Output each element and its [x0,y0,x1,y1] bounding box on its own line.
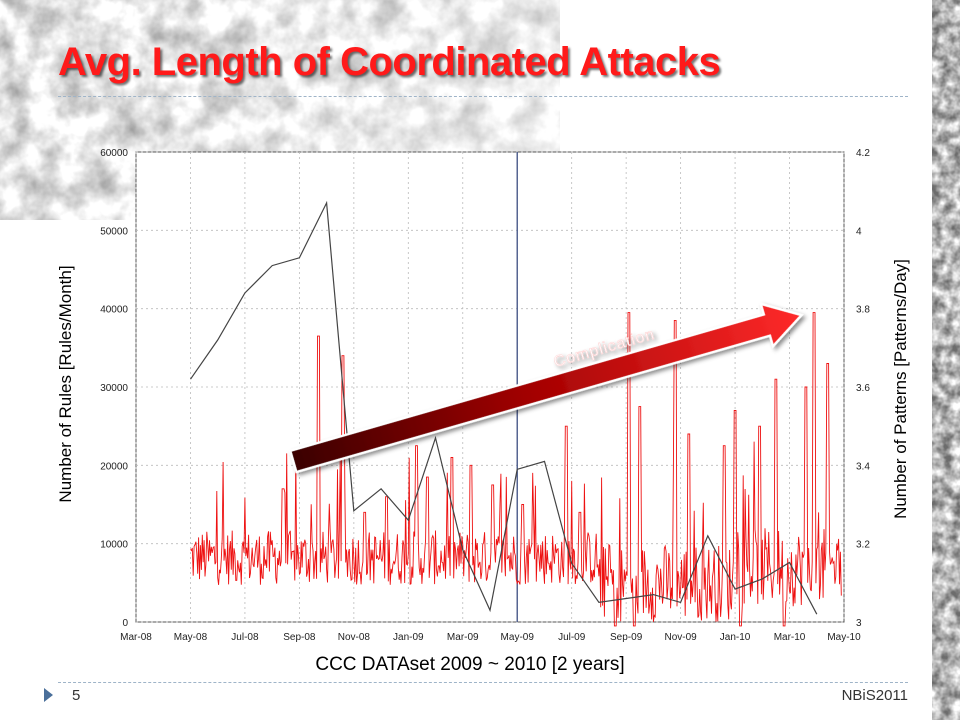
y-right-tick-label: 3.8 [856,305,870,316]
page-number: 5 [72,687,81,704]
x-axis-label: CCC DATAset 2009 ~ 2010 [2 years] [315,654,625,675]
x-tick-label: Jan-10 [720,632,751,643]
x-tick-label: May-10 [827,632,861,643]
x-tick-label: Jan-09 [393,632,424,643]
footer-divider [58,682,908,683]
conference-label: NBiS2011 [841,687,908,704]
y-left-tick-label: 0 [122,618,128,629]
arrow-shape [288,302,804,474]
y-right-tick-label: 3.4 [856,461,870,472]
right-border-texture [930,0,960,720]
series-line-patterns-per-day [190,312,842,627]
y-right-tick-label: 4.2 [856,148,870,159]
x-tick-label: Jul-08 [231,632,259,643]
y-left-tick-label: 40000 [100,305,128,316]
x-tick-label: Jul-09 [558,632,586,643]
y-left-tick-label: 60000 [100,148,128,159]
x-tick-label: Mar-10 [774,632,806,643]
y-right-tick-label: 3 [856,618,862,629]
x-tick-label: Mar-08 [120,632,152,643]
slide-title: Avg. Length of Coordinated Attacks [58,40,721,84]
footer-arrow-icon [44,688,53,702]
y-right-tick-label: 3.6 [856,383,870,394]
y-axis-right-label: Number of Patterns [Patterns/Day] [891,259,910,519]
x-tick-label: May-08 [174,632,208,643]
x-tick-label: Sep-08 [283,632,316,643]
title-divider [58,96,908,97]
y-left-tick-label: 30000 [100,383,128,394]
y-axis-left-label: Number of Rules [Rules/Month] [56,265,75,503]
y-right-tick-label: 4 [856,226,862,237]
x-tick-label: Sep-09 [610,632,643,643]
y-left-tick-label: 50000 [100,226,128,237]
x-tick-label: Mar-09 [447,632,479,643]
x-tick-label: May-09 [501,632,535,643]
y-left-tick-label: 20000 [100,461,128,472]
y-left-tick-label: 10000 [100,540,128,551]
y-right-tick-label: 3.2 [856,540,870,551]
x-tick-label: Nov-08 [338,632,371,643]
series-line-rules-per-month [190,200,818,615]
x-tick-label: Nov-09 [664,632,697,643]
